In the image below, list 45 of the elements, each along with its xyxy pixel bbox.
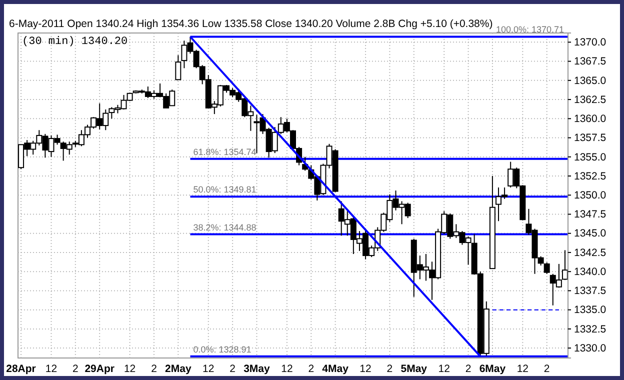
x-tick-label: 2 <box>465 363 472 375</box>
y-tick-label: 1340.0 <box>574 266 606 278</box>
x-tick-label: 12 <box>438 363 450 375</box>
annotation: (30 min) 1340.20 <box>22 36 128 48</box>
x-tick-label: 12 <box>202 363 214 375</box>
y-tick-label: 1352.5 <box>574 170 606 182</box>
y-tick-label: 1345.0 <box>574 228 606 240</box>
ref-line-label: 100.0%: 1370.71 <box>496 24 564 35</box>
y-tick-label: 1355.0 <box>574 151 606 164</box>
y-tick-label: 1347.5 <box>574 208 606 221</box>
y-tick-label: 1332.5 <box>574 323 606 336</box>
x-tick-label: 3May <box>244 363 270 375</box>
x-tick-label: 5May <box>400 363 428 375</box>
y-tick-label: 1335.0 <box>574 304 606 316</box>
x-tick-label: 12 <box>360 363 372 375</box>
ref-line-label: 61.8%: 1354.74 <box>193 146 256 157</box>
ref-line-label: 50.0%: 1349.81 <box>193 184 256 195</box>
x-tick-label: 12 <box>516 363 529 375</box>
y-tick-label: 1370.0 <box>574 36 606 49</box>
x-tick-label: 2 <box>230 363 236 375</box>
y-tick-label: 1337.5 <box>574 285 606 298</box>
x-tick-label: 2May <box>165 363 192 375</box>
x-tick-label: 2 <box>308 363 314 375</box>
ref-line-label: 38.2%: 1344.88 <box>193 222 256 232</box>
x-tick-label: 2 <box>151 363 158 375</box>
x-tick-label: 12 <box>281 363 293 375</box>
x-tick-label: 2 <box>72 363 78 375</box>
chart-subtitle: 6-May-2011 Open 1340.24 High 1354.36 Low 1335.58 Close 1340.20 Volume 2.8B Chg +5.10 (+0.38%) <box>9 18 493 30</box>
x-tick-label: 12 <box>124 363 136 375</box>
x-tick-label: 6May <box>479 363 506 375</box>
x-tick-label: 12 <box>45 363 58 375</box>
x-tick-label: 2 <box>386 363 393 375</box>
y-tick-label: 1350.0 <box>574 189 606 202</box>
y-tick-label: 1360.0 <box>574 113 606 126</box>
y-tick-label: 1367.5 <box>574 56 606 68</box>
x-tick-label: 28Apr <box>6 363 36 375</box>
y-tick-label: 1365.0 <box>574 74 606 87</box>
y-tick-label: 1330.0 <box>574 342 606 354</box>
y-tick-label: 1357.5 <box>574 132 606 144</box>
ref-line-label: 0.0%: 1328.91 <box>193 344 252 354</box>
x-tick-label: 29Apr <box>84 363 114 375</box>
y-tick-label: 1362.5 <box>574 94 606 106</box>
y-tick-label: 1342.5 <box>574 246 606 259</box>
x-tick-label: 4May <box>322 363 349 375</box>
x-tick-label: 2 <box>544 363 550 375</box>
